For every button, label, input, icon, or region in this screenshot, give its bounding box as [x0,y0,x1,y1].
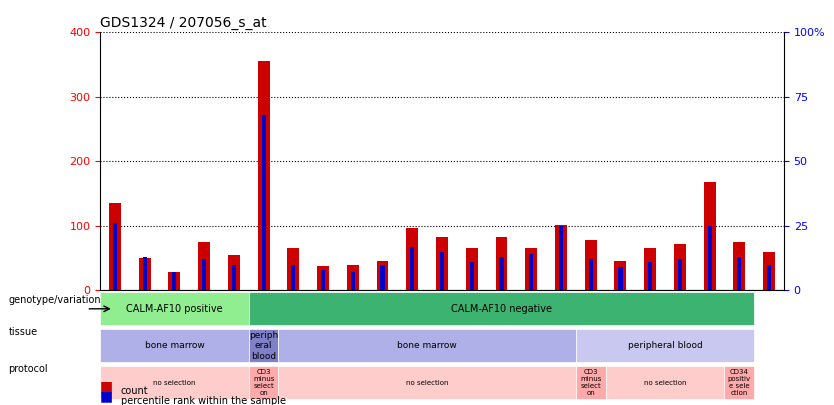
Bar [143,257,147,290]
Text: CD3
minus
select
on: CD3 minus select on [253,369,274,396]
Bar [575,329,754,362]
Bar [202,260,206,290]
Text: ■: ■ [100,379,113,393]
Bar [410,247,414,290]
Text: no selection: no selection [406,379,449,386]
Bar [351,272,355,290]
Bar [767,264,771,290]
Text: CD3
minus
select
on: CD3 minus select on [580,369,601,396]
Bar [228,255,240,290]
Bar [100,366,249,399]
Bar [725,366,754,399]
Bar [500,257,504,290]
Text: bone marrow: bone marrow [397,341,457,350]
Bar [317,266,329,290]
Bar [249,366,279,399]
Bar [249,292,754,325]
Text: peripheral blood: peripheral blood [628,341,702,350]
Bar [470,262,474,290]
Bar [347,264,359,290]
Bar [406,228,418,290]
Bar [198,242,210,290]
Text: ■: ■ [100,389,113,403]
Bar [113,223,117,290]
Bar [615,261,626,290]
Bar [529,254,533,290]
Bar [100,329,249,362]
Text: periph
eral
blood: periph eral blood [249,331,279,360]
Bar [232,264,236,290]
Bar [377,261,389,290]
Bar [380,264,384,290]
Bar [249,329,279,362]
Bar [605,366,725,399]
Text: CALM-AF10 negative: CALM-AF10 negative [451,304,552,314]
Bar [291,264,295,290]
Text: protocol: protocol [8,364,48,373]
Bar [733,242,746,290]
Bar [525,248,537,290]
Bar [173,272,177,290]
Bar [466,248,478,290]
Text: bone marrow: bone marrow [144,341,204,350]
Text: genotype/variation: genotype/variation [8,295,101,305]
Text: CALM-AF10 positive: CALM-AF10 positive [126,304,223,314]
Bar [704,182,716,290]
Bar [737,257,741,290]
Bar [168,272,180,290]
Text: no selection: no selection [644,379,686,386]
Bar [109,203,121,290]
Text: tissue: tissue [8,327,38,337]
Text: percentile rank within the sample: percentile rank within the sample [121,396,286,405]
Bar [678,260,682,290]
Bar [288,248,299,290]
Bar [138,258,151,290]
Bar [707,226,711,290]
Bar [559,226,563,290]
Text: CD34
positiv
e sele
ction: CD34 positiv e sele ction [728,369,751,396]
Bar [495,237,507,290]
Text: GDS1324 / 207056_s_at: GDS1324 / 207056_s_at [100,16,267,30]
Bar [585,240,596,290]
Bar [279,329,575,362]
Bar [644,248,656,290]
Text: count: count [121,386,148,396]
Bar [648,262,652,290]
Text: no selection: no selection [153,379,196,386]
Bar [575,366,605,399]
Bar [555,225,567,290]
Bar [100,292,249,325]
Bar [258,62,269,290]
Bar [279,366,575,399]
Bar [618,267,622,290]
Bar [589,260,593,290]
Bar [674,244,686,290]
Bar [440,252,444,290]
Bar [262,115,266,290]
Bar [763,252,775,290]
Bar [436,237,448,290]
Bar [321,270,325,290]
